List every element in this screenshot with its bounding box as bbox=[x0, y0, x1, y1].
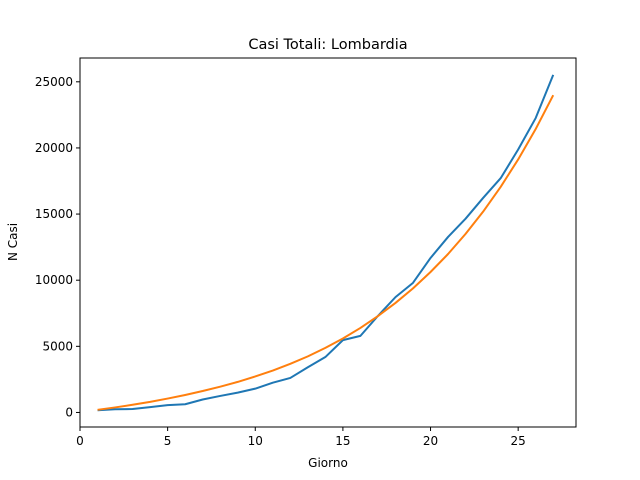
y-axis-ticks: 0 5000 10000 15000 20000 25000 bbox=[35, 75, 80, 419]
series-layer bbox=[97, 74, 555, 412]
series-line-1 bbox=[97, 74, 555, 412]
y-tick-label: 15000 bbox=[35, 207, 73, 221]
x-tick-label: 25 bbox=[511, 434, 526, 448]
plot-frame bbox=[79, 57, 577, 428]
y-tick-label: 20000 bbox=[35, 141, 73, 155]
x-axis-ticks: 0 5 10 15 20 25 bbox=[76, 427, 526, 448]
y-tick-label: 25000 bbox=[35, 75, 73, 89]
x-tick-label: 0 bbox=[76, 434, 84, 448]
chart-title: Casi Totali: Lombardia bbox=[248, 37, 407, 53]
x-tick-label: 10 bbox=[248, 434, 263, 448]
x-axis-label: Giorno bbox=[308, 456, 348, 470]
x-tick-label: 5 bbox=[164, 434, 172, 448]
series-line-2 bbox=[97, 94, 555, 411]
y-tick-label: 10000 bbox=[35, 273, 73, 287]
y-tick-label: 0 bbox=[65, 405, 73, 419]
x-tick-label: 15 bbox=[335, 434, 350, 448]
y-tick-label: 5000 bbox=[42, 339, 73, 353]
y-axis-label: N Casi bbox=[6, 223, 20, 261]
x-tick-label: 20 bbox=[423, 434, 438, 448]
